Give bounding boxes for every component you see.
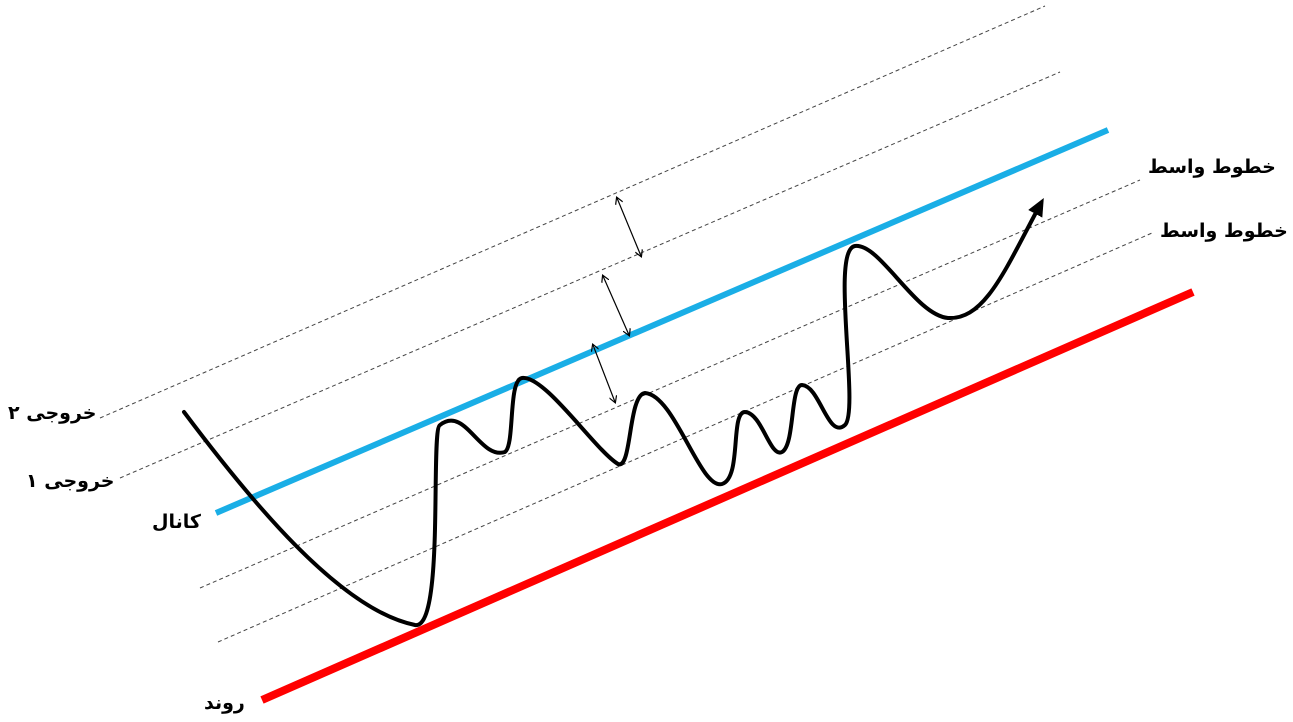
spacing-arrow-bottom [593,345,615,402]
middle-line-lower [217,232,1153,643]
channel-label: کانال [152,511,201,533]
spacing-arrow-middle [603,276,629,335]
trend-line [260,288,1195,704]
exit1-line [119,71,1061,479]
channel-line [214,127,1110,516]
exit2-label: خروجی ۲ [8,402,97,424]
middle-line-upper [199,179,1141,589]
midline-label-top: خطوط واسط [1148,156,1276,178]
midline-label-bottom: خطوط واسط [1160,220,1288,242]
trend-label: روند [204,692,245,714]
exit2-line [99,5,1046,419]
exit1-label: خروجی ۱ [26,470,115,492]
spacing-arrow-top [617,198,641,256]
price-path [182,197,1044,627]
